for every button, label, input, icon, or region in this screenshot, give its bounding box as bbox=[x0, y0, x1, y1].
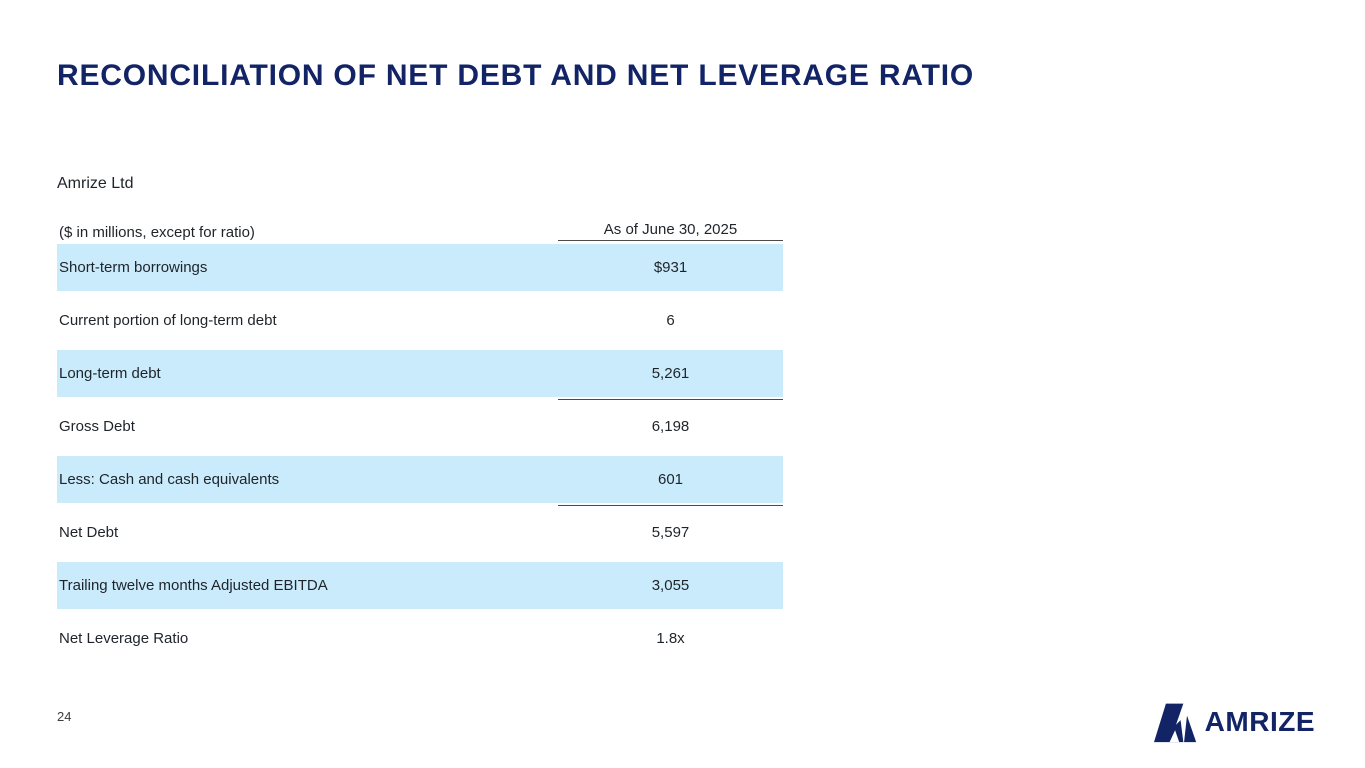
row-value: 601 bbox=[657, 471, 684, 488]
row-value: $931 bbox=[653, 259, 688, 276]
row-label: Net Leverage Ratio bbox=[59, 630, 189, 647]
page-title: RECONCILIATION OF NET DEBT AND NET LEVER… bbox=[57, 59, 974, 92]
row-label: Gross Debt bbox=[59, 418, 135, 435]
row-label: Less: Cash and cash equivalents bbox=[59, 471, 280, 488]
row-label: Short-term borrowings bbox=[59, 259, 208, 276]
table-row-less-cash: Less: Cash and cash equivalents 601 bbox=[57, 453, 783, 506]
subtotal-rule bbox=[558, 505, 783, 506]
row-label: Current portion of long-term debt bbox=[59, 312, 277, 329]
table-row-ttm-adjusted-ebitda: Trailing twelve months Adjusted EBITDA 3… bbox=[57, 559, 783, 612]
row-value: 6 bbox=[666, 312, 675, 329]
row-value: 6,198 bbox=[651, 418, 690, 435]
row-label: Trailing twelve months Adjusted EBITDA bbox=[59, 577, 328, 594]
company-name: Amrize Ltd bbox=[57, 175, 134, 192]
units-note: ($ in millions, except for ratio) bbox=[59, 224, 255, 241]
table-row-gross-debt: Gross Debt 6,198 bbox=[57, 400, 783, 453]
amrize-logo-text: AMRIZE bbox=[1204, 706, 1315, 737]
row-value: 5,597 bbox=[651, 524, 690, 541]
row-value: 5,261 bbox=[651, 365, 690, 382]
page-number: 24 bbox=[57, 709, 72, 724]
subtotal-rule bbox=[558, 399, 783, 400]
row-value: 1.8x bbox=[656, 630, 685, 647]
amrize-logo: AMRIZE bbox=[1153, 700, 1315, 744]
table-header-row: ($ in millions, except for ratio) As of … bbox=[57, 220, 783, 241]
column-header: As of June 30, 2025 bbox=[558, 221, 783, 241]
table-row-short-term-borrowings: Short-term borrowings $931 bbox=[57, 241, 783, 294]
net-debt-table: ($ in millions, except for ratio) As of … bbox=[57, 220, 783, 665]
table-row-net-debt: Net Debt 5,597 bbox=[57, 506, 783, 559]
table-row-current-portion-long-term-debt: Current portion of long-term debt 6 bbox=[57, 294, 783, 347]
table-row-net-leverage-ratio: Net Leverage Ratio 1.8x bbox=[57, 612, 783, 665]
table-row-long-term-debt: Long-term debt 5,261 bbox=[57, 347, 783, 400]
amrize-logo-mark-icon bbox=[1153, 703, 1196, 743]
row-label: Net Debt bbox=[59, 524, 119, 541]
row-value: 3,055 bbox=[651, 577, 690, 594]
row-label: Long-term debt bbox=[59, 365, 161, 382]
